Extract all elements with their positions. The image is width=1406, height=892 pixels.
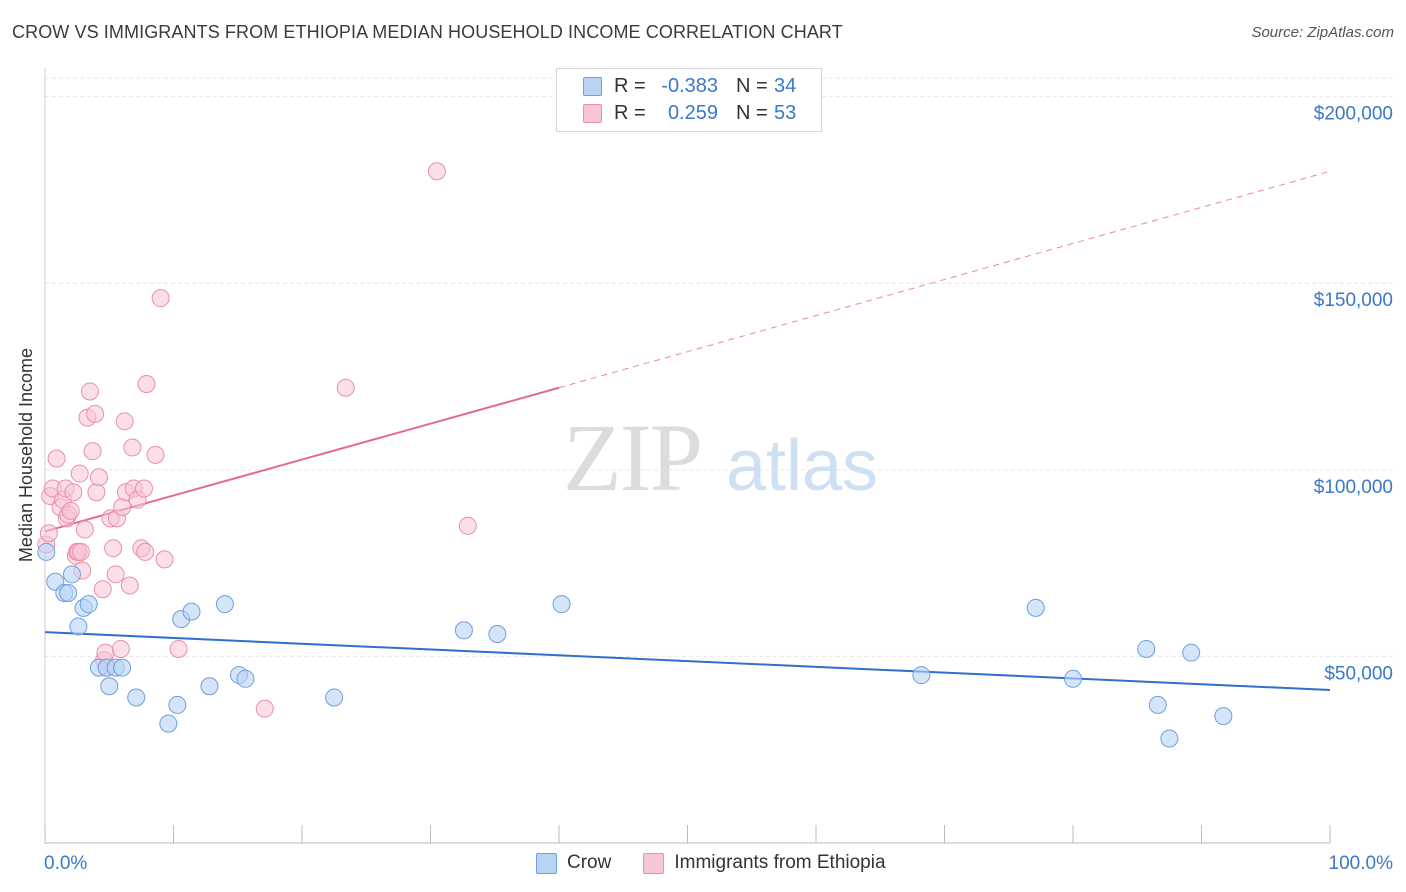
legend-n-label: N = [736,74,768,97]
legend-n-value-ethiopia: 53 [774,101,797,124]
point-crow [1137,639,1156,658]
axis-labels: $50,000 $100,000 $150,000 $200,000 0.0% 100.0… [44,104,1393,874]
data-points [37,162,1233,748]
x-tick-label-max: 100.0% [1329,853,1394,874]
axes [44,68,1331,844]
point-crow [1160,729,1179,748]
point-crow [1214,707,1233,726]
point-crow [59,583,78,602]
point-crow [79,595,98,614]
legend-n-value-crow: 34 [774,74,797,97]
point-ethiopia [111,639,130,658]
legend-r-value-ethiopia: 0.259 [667,101,718,124]
point-crow [488,625,507,644]
legend-n-label: N = [736,101,768,124]
point-ethiopia [427,162,446,181]
y-tick-label: $50,000 [1324,663,1393,684]
point-ethiopia [113,498,132,517]
point-ethiopia [120,576,139,595]
point-ethiopia [155,550,174,569]
x-tick-label-min: 0.0% [44,853,87,874]
point-crow [1148,695,1167,714]
series-legend-crow[interactable]: Crow [536,852,611,874]
y-tick-label: $150,000 [1314,290,1393,311]
point-ethiopia [255,699,274,718]
point-ethiopia [75,520,94,539]
point-crow [552,595,571,614]
point-ethiopia [47,449,66,468]
watermark: ZIP atlas [563,404,878,511]
point-ethiopia [115,412,134,431]
point-ethiopia [70,464,89,483]
legend-swatch-crow [583,76,602,96]
point-ethiopia [137,375,156,393]
point-crow [200,677,219,696]
legend: R = -0.383 N = 34 R = 0.259 N = 53 [556,68,822,132]
point-crow [912,666,931,685]
watermark-zip: ZIP [563,404,701,511]
series-swatch-ethiopia [643,852,665,874]
point-ethiopia [64,483,83,502]
point-ethiopia [61,501,80,520]
grid-lines [45,77,1393,657]
legend-r-label: R = [614,74,646,97]
point-crow [454,621,473,640]
point-ethiopia [134,479,153,498]
point-crow [168,695,187,714]
point-ethiopia [151,289,170,308]
point-crow [325,688,344,707]
point-crow [1064,669,1082,688]
point-ethiopia [89,468,108,487]
point-ethiopia [123,438,142,457]
legend-row-crow: R = -0.383 N = 34 [583,74,796,98]
source-label: Source: ZipAtlas.com [1251,24,1394,41]
watermark-atlas: atlas [726,426,878,506]
series-swatch-crow [536,852,557,874]
point-crow [1026,598,1045,617]
series-legend-ethiopia[interactable]: Immigrants from Ethiopia [643,852,886,874]
series-label-crow: Crow [567,852,612,873]
chart-title: CROW VS IMMIGRANTS FROM ETHIOPIA MEDIAN … [12,22,843,42]
point-crow [127,688,146,707]
point-ethiopia [86,404,105,423]
point-ethiopia [80,382,99,401]
point-crow [37,542,56,561]
point-crow [159,714,178,733]
point-ethiopia [458,516,477,535]
point-crow [69,617,88,636]
legend-r-value-crow: -0.383 [661,74,718,97]
series-legend: Crow Immigrants from Ethiopia [536,852,918,874]
point-ethiopia [169,639,188,658]
point-ethiopia [106,565,125,584]
point-ethiopia [146,445,165,464]
point-ethiopia [39,524,58,543]
point-ethiopia [71,542,90,561]
point-crow [100,677,119,696]
y-axis-title: Median Household Income [16,348,36,562]
y-tick-label: $200,000 [1314,104,1393,125]
legend-row-ethiopia: R = 0.259 N = 53 [583,101,796,125]
point-crow [215,595,234,614]
point-crow [62,565,81,584]
point-ethiopia [83,442,102,461]
point-crow [182,602,201,621]
point-ethiopia [136,542,155,561]
trend-line-ethiopia-projection [558,170,1331,389]
point-ethiopia [93,580,112,599]
point-ethiopia [336,378,355,397]
point-crow [1182,643,1201,662]
point-crow [236,669,255,688]
y-tick-label: $100,000 [1314,477,1393,498]
point-crow [113,658,132,677]
legend-r-label: R = [614,101,646,124]
legend-swatch-ethiopia [583,103,602,123]
series-label-ethiopia: Immigrants from Ethiopia [674,852,886,873]
point-ethiopia [104,539,123,558]
trend-line-crow [44,631,1331,691]
point-ethiopia [87,483,106,502]
